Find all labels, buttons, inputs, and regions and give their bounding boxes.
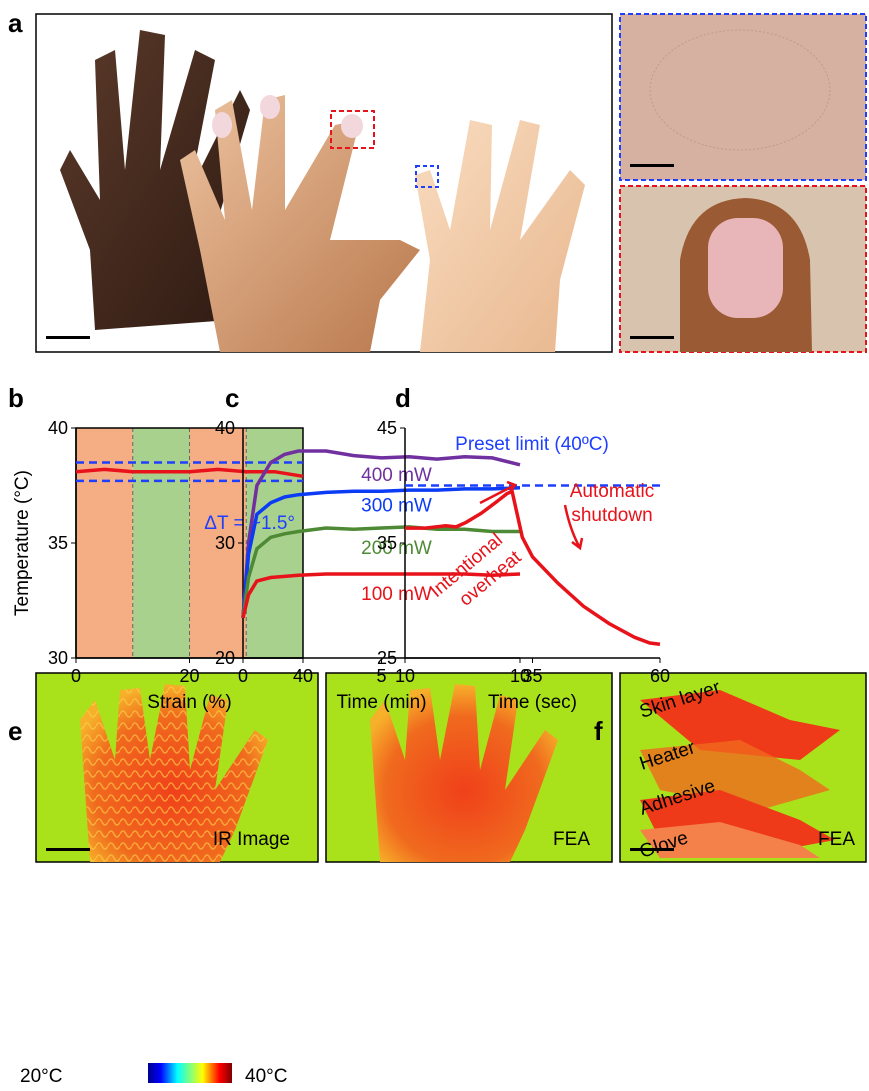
scale-bar xyxy=(630,164,674,167)
colorbar xyxy=(148,1063,232,1083)
y-tick-label: 45 xyxy=(377,418,397,438)
page: {"panels": ["a", "b", "c", "d", "e", "f"… xyxy=(0,0,869,1091)
image-label: FEA xyxy=(553,829,590,850)
scale-bar xyxy=(46,848,90,851)
series-label: 300 mW xyxy=(361,495,432,516)
panel-label: d xyxy=(395,383,411,413)
annotation: shutdown xyxy=(571,505,652,526)
scale-bar xyxy=(630,336,674,339)
colorbar-max: 40°C xyxy=(245,1066,287,1087)
x-tick-label: 40 xyxy=(293,666,313,686)
y-axis-label: Temperature (°C) xyxy=(12,470,33,616)
y-tick-label: 35 xyxy=(48,533,68,553)
series-label: 400 mW xyxy=(361,465,432,486)
x-tick-label: 35 xyxy=(522,666,542,686)
y-tick-label: 25 xyxy=(377,648,397,668)
nail xyxy=(708,218,783,318)
image-label: IR Image xyxy=(213,829,290,850)
x-tick-label: 0 xyxy=(71,666,81,686)
series-label: 100 mW xyxy=(361,584,432,605)
y-tick-label: 30 xyxy=(215,533,235,553)
x-axis-label: Strain (%) xyxy=(147,692,231,713)
panel-label: b xyxy=(8,383,24,413)
panel-label: a xyxy=(8,8,23,38)
panel-label: f xyxy=(594,716,603,746)
x-tick-label: 0 xyxy=(238,666,248,686)
fingerprint-inset xyxy=(620,14,866,180)
x-axis-label: Time (sec) xyxy=(488,692,577,713)
panel-label: e xyxy=(8,716,22,746)
x-tick-label: 60 xyxy=(650,666,670,686)
image-label: FEA xyxy=(818,829,855,850)
y-tick-label: 40 xyxy=(48,418,68,438)
y-tick-label: 35 xyxy=(377,533,397,553)
annotation: Preset limit (40ºC) xyxy=(455,434,609,455)
y-tick-label: 20 xyxy=(215,648,235,668)
colorbar-min: 20°C xyxy=(20,1066,62,1087)
x-axis-label: Time (min) xyxy=(336,692,426,713)
figure: IR Image FEA FEA Skin layer Heater Adhes… xyxy=(0,0,869,1091)
annotation: Automatic xyxy=(570,481,654,502)
y-tick-label: 30 xyxy=(48,648,68,668)
y-tick-label: 40 xyxy=(215,418,235,438)
panel-label: c xyxy=(225,383,239,413)
x-tick-label: 20 xyxy=(179,666,199,686)
x-tick-label: 10 xyxy=(395,666,415,686)
x-tick-label: 5 xyxy=(376,666,386,686)
